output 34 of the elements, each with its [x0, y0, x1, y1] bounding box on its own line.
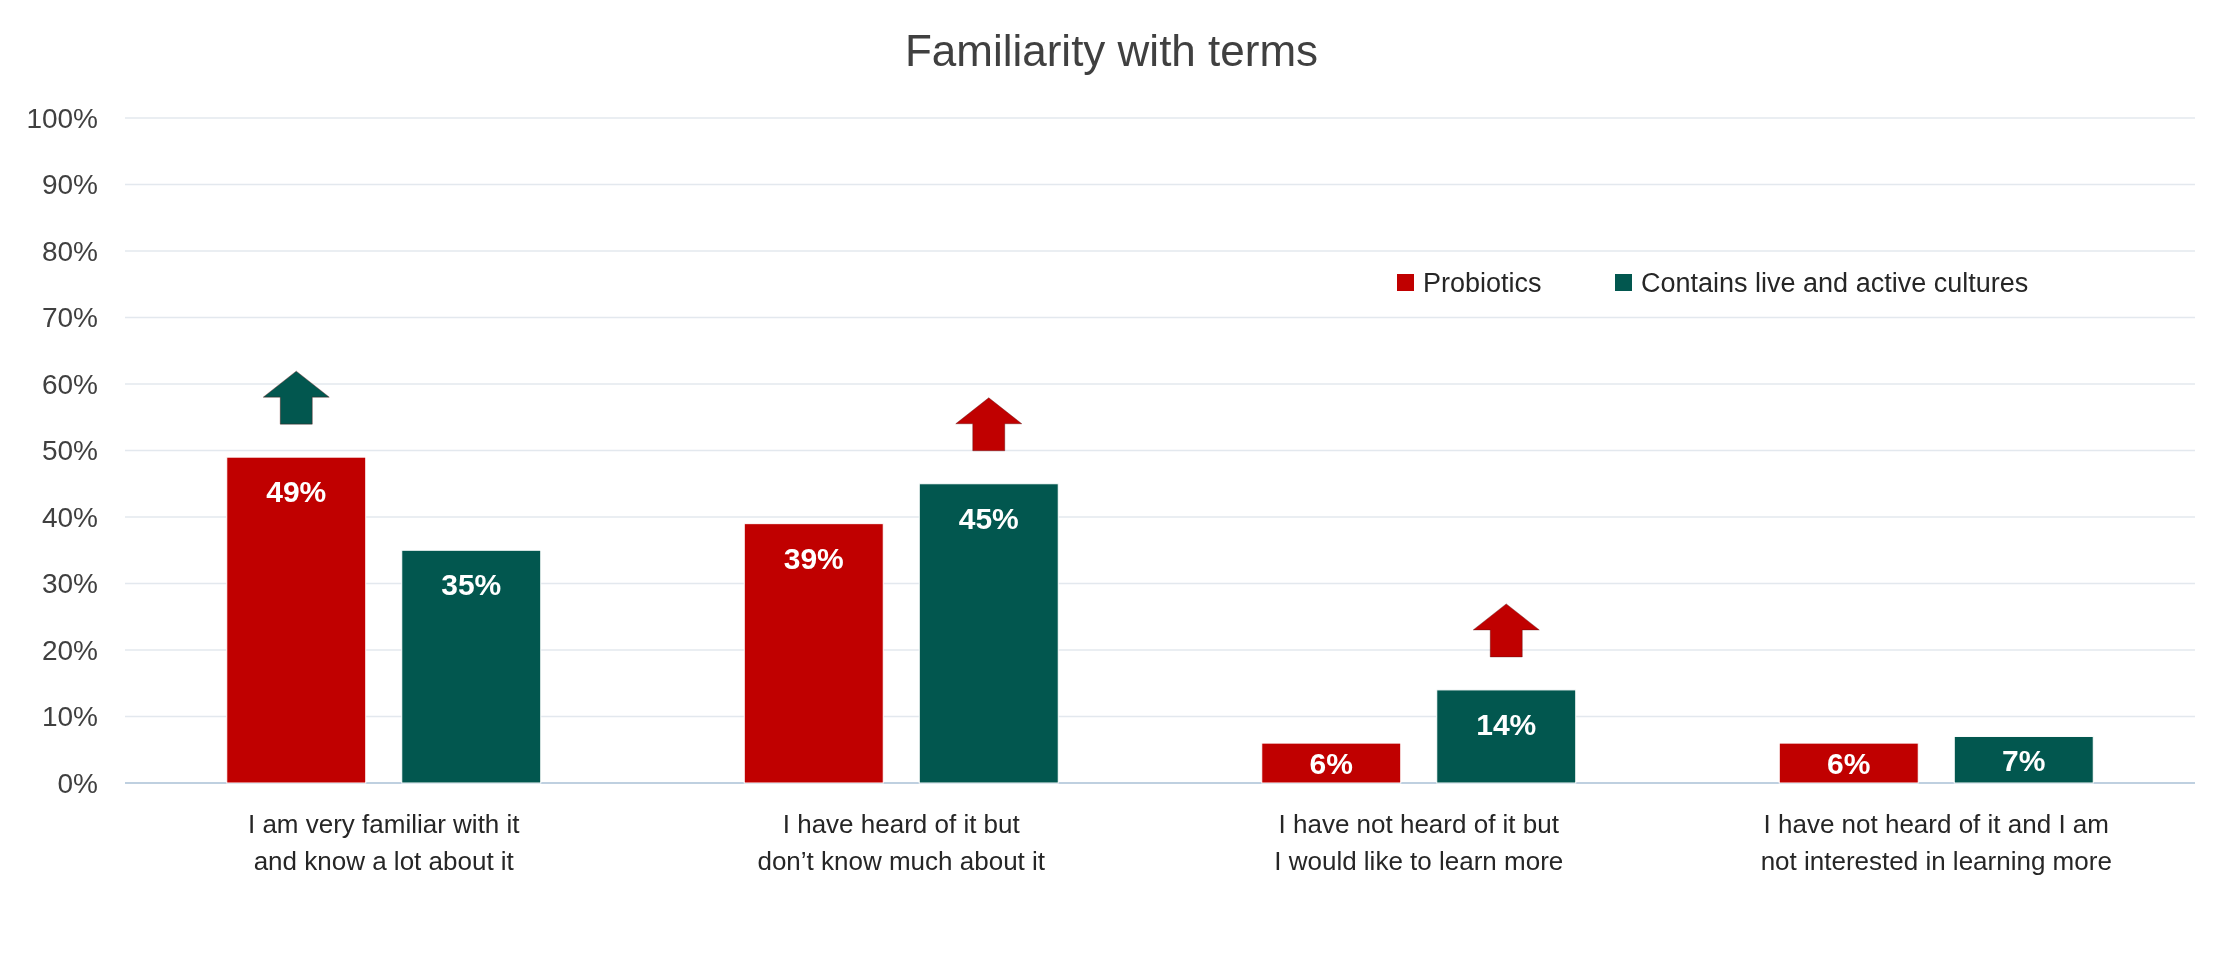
- y-tick-label: 50%: [41, 435, 98, 467]
- legend-label: Contains live and active cultures: [1641, 268, 2029, 299]
- y-tick-label: 60%: [41, 368, 98, 400]
- bar: [1953, 735, 2094, 784]
- bar: [743, 523, 884, 784]
- y-tick-label: 20%: [41, 634, 98, 666]
- data-label: 6%: [1827, 747, 1871, 781]
- bar: [1261, 742, 1402, 784]
- data-label: 49%: [266, 475, 327, 509]
- y-tick-label: 30%: [41, 568, 98, 600]
- data-label: 39%: [783, 541, 844, 575]
- bar: [1436, 689, 1577, 784]
- y-tick-label: 70%: [41, 302, 98, 334]
- legend-label: Probiotics: [1423, 268, 1542, 299]
- bar: [918, 483, 1059, 784]
- y-tick-label: 40%: [41, 501, 98, 533]
- data-label: 6%: [1309, 747, 1353, 781]
- bar: [226, 456, 367, 784]
- y-tick-label: 90%: [41, 169, 98, 201]
- data-label: 35%: [441, 568, 502, 602]
- data-label: 45%: [958, 501, 1019, 535]
- data-label: 14%: [1476, 707, 1537, 741]
- x-tick-label: I have heard of it but don’t know much about it: [757, 809, 1046, 876]
- x-tick-label: I am very familiar with it and know a lot about it: [247, 809, 521, 876]
- chart-title: Familiarity with terms: [904, 26, 1319, 75]
- data-label: 7%: [2002, 743, 2046, 777]
- x-tick-label: I have not heard of it but I would like to learn more: [1274, 809, 1564, 876]
- x-tick-label: I have not heard of it and I am not interested in learning more: [1760, 809, 2112, 876]
- bar: [1778, 742, 1919, 784]
- y-tick-label: 0%: [57, 767, 98, 799]
- bar: [401, 549, 542, 784]
- y-tick-label: 10%: [41, 701, 98, 733]
- y-tick-label: 100%: [26, 102, 98, 134]
- y-tick-label: 80%: [41, 235, 98, 267]
